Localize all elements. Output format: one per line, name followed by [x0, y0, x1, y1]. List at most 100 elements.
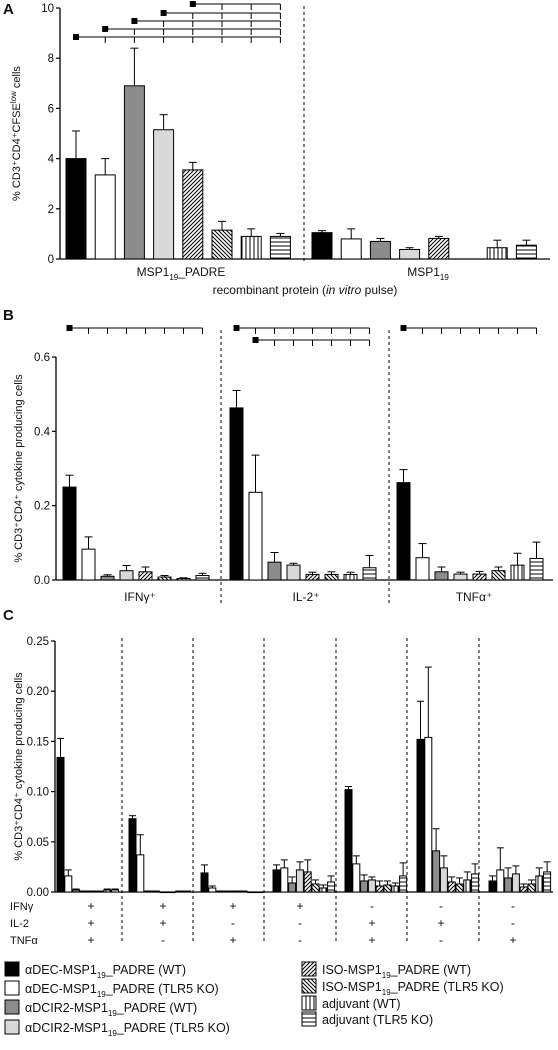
- bar: [157, 576, 172, 581]
- panel-a-chart: 0 2 4 6 8 10 % CD3⁺CD4⁺CFSElow cells MSP119_PAD…: [9, 1, 550, 297]
- significance-anchor: [160, 10, 167, 16]
- significance-anchor: [233, 325, 240, 331]
- y-tick-label: 0.0: [34, 575, 50, 587]
- bar: [269, 235, 291, 260]
- bar: [352, 863, 361, 893]
- bar: [247, 891, 256, 894]
- y-tick-label: 0: [48, 254, 54, 266]
- cytokine-mark: +: [229, 899, 236, 913]
- cytokine-mark: +: [87, 899, 94, 913]
- significance-anchor: [131, 18, 138, 24]
- cytokine-mark: +: [509, 933, 516, 947]
- bar: [144, 890, 153, 893]
- bar: [511, 873, 520, 893]
- bar: [64, 875, 73, 893]
- bar: [529, 557, 544, 581]
- cytokine-mark: +: [437, 916, 444, 930]
- y-tick-label: 0.4: [34, 426, 51, 438]
- bar: [267, 561, 282, 581]
- bar: [415, 557, 430, 581]
- y-tick-label: 0.15: [27, 736, 49, 748]
- bar: [391, 885, 400, 893]
- bar: [510, 564, 525, 581]
- y-tick-label: 4: [48, 154, 55, 166]
- significance-anchor: [252, 337, 259, 343]
- y-tick-label: 0.25: [27, 636, 49, 648]
- bar: [95, 890, 104, 893]
- bar: [111, 889, 120, 893]
- bar: [248, 491, 263, 581]
- bar: [208, 887, 217, 893]
- panel-b-chart: 0.0 0.2 0.4 0.6 % CD3⁺CD4⁺ cytokine producin…: [13, 325, 553, 604]
- cytokine-mark: -: [439, 899, 443, 913]
- bar: [100, 575, 115, 581]
- legend-swatch: [301, 995, 317, 1011]
- bar: [303, 871, 312, 893]
- legend: αDEC-MSP119_PADRE (WT) αDEC-MSP119_PADRE …: [4, 961, 504, 1038]
- bar: [65, 158, 87, 260]
- cytokine-mark: +: [87, 916, 94, 930]
- cytokine-mark: +: [296, 899, 303, 913]
- bar: [324, 573, 339, 581]
- bar: [123, 85, 145, 260]
- legend-label: adjuvant (WT): [322, 997, 401, 1011]
- bar: [486, 247, 508, 260]
- bar: [496, 869, 505, 893]
- bar: [344, 789, 353, 893]
- x-category-label: IL-2⁺: [292, 590, 319, 604]
- legend-label: αDEC-MSP119_PADRE (TLR5 KO): [25, 982, 219, 999]
- y-tick-label: 0.10: [27, 787, 49, 799]
- cytokine-mark: -: [298, 916, 302, 930]
- bar: [138, 571, 153, 581]
- y-axis-label: % CD3⁺CD4⁺ cytokine producing cells: [13, 672, 25, 861]
- cytokine-mark: +: [159, 916, 166, 930]
- bar: [472, 573, 487, 581]
- cytokine-mark: -: [298, 933, 302, 947]
- cytokine-mark: +: [368, 916, 375, 930]
- bar: [159, 891, 168, 894]
- legend-label: ISO-MSP119_PADRE (WT): [322, 963, 471, 980]
- bar: [362, 567, 377, 581]
- bar: [211, 229, 233, 260]
- significance-anchor: [400, 325, 407, 331]
- cytokine-mark: +: [368, 933, 375, 947]
- x-category-label: TNFα⁺: [456, 590, 493, 604]
- bar: [153, 129, 175, 260]
- y-tick-label: 0.20: [27, 686, 49, 698]
- bar: [311, 232, 333, 260]
- panel-letter-c: C: [3, 607, 14, 624]
- bar: [434, 571, 449, 581]
- x-category-label: MSP119_PADRE: [137, 265, 226, 282]
- bar: [119, 570, 134, 581]
- bar: [432, 850, 441, 893]
- y-tick-label: 0.00: [27, 887, 49, 899]
- bar: [231, 890, 240, 893]
- bar: [136, 854, 145, 893]
- bar: [519, 886, 528, 893]
- bar: [455, 883, 464, 893]
- bar: [229, 407, 244, 581]
- legend-swatch: [301, 978, 317, 994]
- legend-swatch: [4, 1019, 20, 1035]
- bar: [128, 818, 137, 893]
- bar: [396, 482, 411, 581]
- bar: [255, 891, 264, 894]
- legend-label: ISO-MSP119_PADRE (TLR5 KO): [322, 980, 504, 997]
- bar: [343, 573, 358, 581]
- bar: [504, 877, 513, 893]
- cytokine-mark: +: [87, 933, 94, 947]
- bar: [447, 881, 456, 893]
- bar: [79, 890, 88, 893]
- y-axis-label: % CD3⁺CD4⁺ cytokine producing cells: [13, 374, 25, 563]
- bar: [527, 883, 536, 893]
- bar: [280, 867, 289, 893]
- row-label: IL-2: [10, 918, 29, 930]
- bar: [471, 873, 480, 893]
- panel-letter-b: B: [3, 307, 14, 324]
- bar: [81, 548, 96, 581]
- cytokine-mark: -: [161, 933, 165, 947]
- x-axis-label: recombinant protein (in vitro pulse): [213, 283, 398, 297]
- bar: [439, 867, 448, 893]
- cytokine-mark: -: [231, 916, 235, 930]
